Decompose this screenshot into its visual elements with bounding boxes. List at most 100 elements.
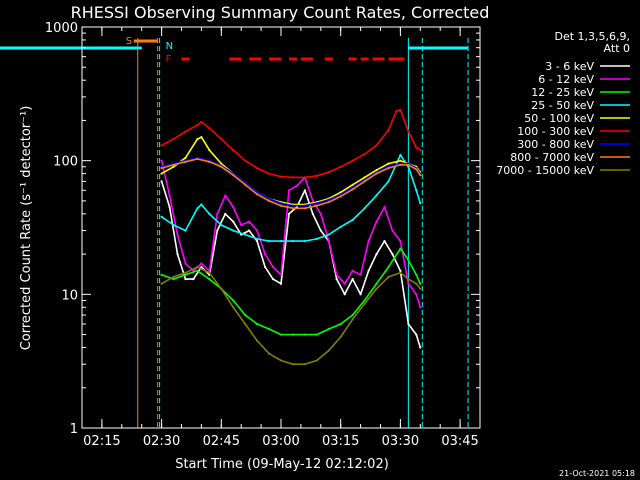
data-point — [291, 176, 295, 179]
data-point — [291, 207, 295, 210]
data-point — [184, 130, 187, 133]
data-point — [176, 233, 179, 236]
data-point — [327, 240, 330, 243]
data-point — [415, 168, 418, 171]
data-point — [256, 166, 259, 170]
data-point — [184, 273, 187, 276]
data-point — [339, 193, 342, 196]
data-point — [267, 352, 271, 355]
data-point — [291, 363, 295, 366]
data-point — [407, 165, 410, 168]
data-point — [343, 293, 346, 296]
data-point — [232, 306, 235, 309]
data-point — [415, 282, 418, 285]
data-point — [351, 159, 354, 162]
data-point — [196, 157, 199, 161]
data-point — [192, 278, 195, 281]
data-point — [220, 162, 223, 165]
data-point — [343, 282, 346, 285]
data-point — [232, 299, 235, 302]
data-point — [240, 223, 243, 227]
data-point — [391, 252, 394, 256]
data-point — [303, 189, 306, 192]
data-point — [303, 363, 306, 366]
data-series — [160, 108, 422, 366]
data-point — [279, 240, 283, 243]
data-point — [168, 194, 171, 197]
y-axis-label: Corrected Count Rate (s⁻¹ detector⁻¹) — [19, 106, 34, 351]
data-point — [327, 171, 330, 174]
data-point — [375, 169, 378, 172]
data-point — [383, 205, 386, 209]
x-tick-label: 03:45 — [441, 434, 478, 449]
series-line-7 — [161, 157, 421, 207]
data-point — [160, 144, 163, 147]
data-point — [172, 278, 175, 281]
data-point — [415, 189, 418, 192]
data-point — [196, 123, 199, 127]
data-point — [287, 189, 291, 192]
data-point — [351, 186, 354, 189]
data-point — [279, 175, 283, 178]
data-point — [244, 233, 247, 236]
data-point — [303, 176, 306, 179]
data-point — [351, 313, 354, 317]
data-point — [232, 220, 235, 223]
data-point — [160, 166, 163, 170]
data-point — [339, 322, 342, 326]
data-point — [200, 262, 203, 265]
data-point — [279, 204, 283, 207]
data-point — [256, 191, 259, 194]
data-point — [208, 271, 211, 274]
data-point — [184, 229, 187, 232]
series-line-3 — [161, 247, 422, 336]
series-line-8 — [161, 158, 421, 210]
data-point — [351, 183, 354, 186]
data-point — [387, 265, 390, 269]
data-point — [220, 165, 223, 168]
data-point — [200, 136, 203, 139]
data-point — [415, 293, 418, 296]
data-point — [327, 233, 330, 236]
data-point — [279, 202, 283, 205]
data-point — [184, 156, 187, 159]
legend-label: 7000 - 15000 keV — [496, 164, 594, 177]
data-point — [232, 148, 235, 152]
data-point — [351, 318, 354, 321]
series-line-9 — [161, 266, 421, 366]
data-point — [367, 269, 370, 272]
data-point — [339, 335, 342, 339]
y-tick-label: 10 — [61, 288, 78, 303]
axes: 1 10 100 1000 02:15 02:30 02:45 03:00 03:15 03:30… — [45, 21, 481, 449]
data-point — [208, 278, 211, 281]
data-point — [303, 240, 306, 243]
data-point — [383, 240, 386, 243]
legend-label: 3 - 6 keV — [545, 60, 594, 73]
data-point — [172, 275, 175, 279]
data-point — [399, 240, 402, 243]
data-point — [168, 205, 171, 209]
series-line-2 — [160, 160, 422, 308]
y-tick-label: 1 — [70, 422, 78, 437]
data-point — [399, 108, 402, 111]
data-point — [327, 200, 330, 204]
legend-label: 50 - 100 keV — [524, 112, 594, 125]
data-point — [387, 128, 390, 131]
legend-header-line-2: Att 0 — [604, 42, 630, 55]
data-point — [339, 225, 342, 228]
data-point — [339, 195, 342, 198]
data-point — [244, 159, 247, 162]
data-point — [375, 282, 378, 285]
legend-label: 12 - 25 keV — [531, 86, 594, 99]
legend-header-line-1: Det 1,3,5,6,9, — [554, 30, 630, 43]
data-point — [419, 346, 422, 349]
data-point — [267, 327, 271, 331]
data-point — [256, 339, 259, 342]
data-point — [351, 188, 354, 191]
data-point — [267, 240, 271, 243]
data-point — [200, 265, 203, 269]
data-point — [351, 269, 354, 272]
data-point — [184, 160, 187, 163]
data-point — [315, 333, 318, 336]
data-point — [303, 207, 306, 210]
